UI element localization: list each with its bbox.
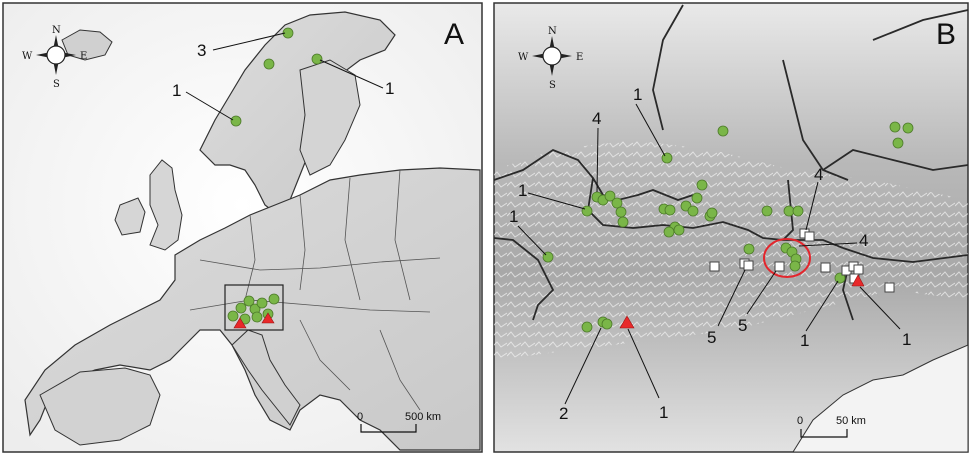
scale-start: 0 xyxy=(797,415,803,427)
compass-w: W xyxy=(518,52,529,63)
callout-label: 1 xyxy=(633,85,642,104)
white-square-marker xyxy=(804,231,815,242)
white-squares-b xyxy=(709,228,895,293)
occurrence-point xyxy=(902,122,914,134)
callout-lines-b xyxy=(517,103,901,405)
italy-landmass xyxy=(231,329,301,426)
red-triangle-marker xyxy=(851,274,865,287)
occurrence-point xyxy=(581,205,593,217)
alps-inset-box xyxy=(224,284,284,331)
adriatic-sea xyxy=(792,344,969,453)
occurrence-point xyxy=(611,197,623,209)
red-triangle-marker xyxy=(619,315,635,329)
occurrence-point xyxy=(789,260,801,272)
red-triangle-marker xyxy=(261,312,275,324)
callout-label: 1 xyxy=(172,81,181,100)
panel-letter-b: B xyxy=(936,18,956,51)
occurrence-point xyxy=(581,321,593,333)
scale-start: 0 xyxy=(357,411,363,423)
panel-b-alps-map: 1 4 1 1 4 4 5 5 1 1 2 1 N S E W B 0 50 k… xyxy=(493,0,971,455)
callout-label: 4 xyxy=(592,109,601,128)
callout-label: 1 xyxy=(659,403,668,422)
triangles-a xyxy=(233,312,275,329)
occurrence-point xyxy=(792,205,804,217)
compass-rose-b: N S E W xyxy=(518,26,583,91)
occurrences-a xyxy=(227,27,323,325)
scale-end: 50 km xyxy=(836,415,866,427)
occurrence-point xyxy=(311,53,323,65)
occurrence-point xyxy=(601,318,613,330)
callout-label: 1 xyxy=(509,207,518,226)
panel-b-svg: 1 4 1 1 4 4 5 5 1 1 2 1 N S E W B 0 50 k… xyxy=(493,2,969,453)
compass-w: W xyxy=(22,51,33,62)
compass-e: E xyxy=(80,51,87,62)
callout-lines-a xyxy=(185,32,384,121)
occurrence-point xyxy=(761,205,773,217)
white-square-marker xyxy=(774,261,785,272)
occurrence-point xyxy=(230,115,242,127)
occurrence-point xyxy=(687,205,699,217)
occurrence-point xyxy=(263,58,275,70)
callout-label: 1 xyxy=(902,330,911,349)
compass-n: N xyxy=(548,26,557,37)
callout-label: 1 xyxy=(385,79,394,98)
highlight-ring xyxy=(763,238,811,278)
occurrence-point xyxy=(892,137,904,149)
occurrence-point xyxy=(256,297,268,309)
callout-label: 3 xyxy=(197,41,206,60)
occurrence-point xyxy=(691,192,703,204)
scale-bar-b: 0 50 km xyxy=(797,415,866,438)
compass-e: E xyxy=(576,52,583,63)
occurrence-point xyxy=(243,295,255,307)
white-square-marker xyxy=(743,260,754,271)
compass-s: S xyxy=(549,80,556,91)
occurrence-point xyxy=(673,224,685,236)
white-square-marker xyxy=(884,282,895,293)
occurrence-point xyxy=(604,190,616,202)
compass-rose-a: N S E W xyxy=(22,25,87,90)
callout-label: 5 xyxy=(707,328,716,347)
finland-landmass xyxy=(299,59,361,176)
panel-a-europe-map: 3 1 1 N S E W A 0 500 km xyxy=(0,0,485,455)
occurrence-point xyxy=(696,179,708,191)
occurrence-point xyxy=(227,310,239,322)
callout-label: 4 xyxy=(814,165,823,184)
occurrences-b xyxy=(542,121,914,333)
callout-label: 2 xyxy=(559,404,568,423)
white-square-marker xyxy=(853,264,864,275)
callout-label: 1 xyxy=(518,181,527,200)
ireland-landmass xyxy=(114,197,146,236)
occurrence-point xyxy=(889,121,901,133)
occurrence-point xyxy=(706,207,718,219)
scale-end: 500 km xyxy=(405,411,441,423)
occurrence-point xyxy=(617,216,629,228)
white-square-marker xyxy=(709,261,720,272)
triangles-b xyxy=(619,274,865,329)
occurrence-point xyxy=(717,125,729,137)
white-square-marker xyxy=(820,262,831,273)
country-borders-a xyxy=(189,169,441,411)
callout-label: 4 xyxy=(859,231,868,250)
compass-s: S xyxy=(53,79,60,90)
occurrence-point xyxy=(663,226,675,238)
panel-letter-a: A xyxy=(444,18,464,51)
britain-landmass xyxy=(149,159,183,251)
panel-a-svg: 3 1 1 N S E W A 0 500 km xyxy=(2,2,483,453)
occurrence-point xyxy=(235,302,247,314)
occurrence-point xyxy=(783,205,795,217)
occurrence-point xyxy=(664,204,676,216)
occurrence-point xyxy=(615,206,627,218)
iberia-landmass xyxy=(39,367,161,446)
red-triangle-marker xyxy=(233,317,247,329)
occurrence-point xyxy=(268,293,280,305)
occurrence-point xyxy=(743,243,755,255)
occurrence-point xyxy=(251,311,263,323)
scale-bar-a: 0 500 km xyxy=(357,411,441,433)
callout-label: 1 xyxy=(800,331,809,350)
occurrence-point xyxy=(661,152,673,164)
callout-label: 5 xyxy=(738,316,747,335)
compass-n: N xyxy=(52,25,61,36)
